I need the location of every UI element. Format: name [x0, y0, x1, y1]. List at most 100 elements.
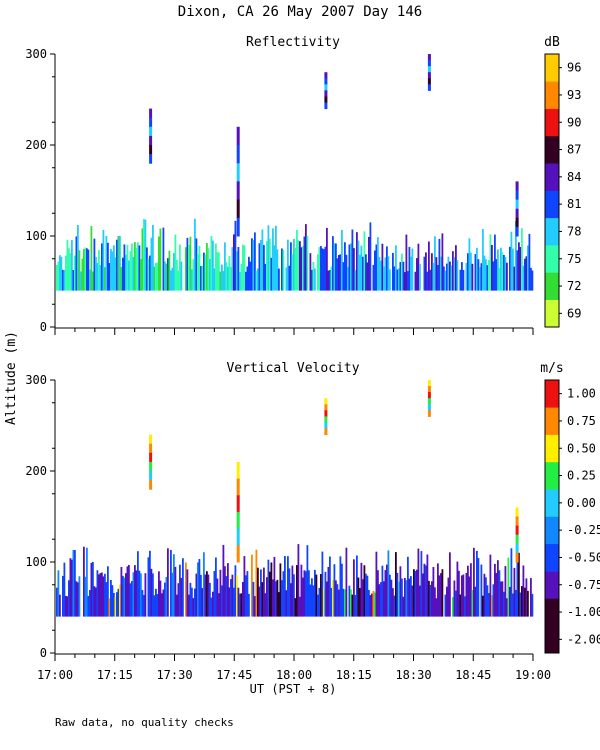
echo-column: [63, 269, 66, 291]
echo-column: [233, 234, 235, 291]
echo-column: [396, 269, 399, 291]
echo-column: [473, 547, 475, 617]
echo-column: [66, 596, 69, 617]
echo-column: [326, 227, 328, 291]
x-axis-label: UT (PST + 8): [250, 682, 337, 696]
echo-column: [338, 589, 340, 617]
echo-column: [356, 555, 358, 617]
echo-column: [237, 247, 240, 291]
echo-column: [75, 236, 78, 291]
echo-column: [335, 243, 337, 291]
echo-column: [218, 252, 220, 291]
echo-column: [209, 259, 211, 291]
echo-column: [236, 575, 238, 617]
echo-column: [441, 569, 444, 617]
echo-feature: [236, 145, 240, 164]
echo-column: [480, 263, 483, 291]
echo-column: [510, 548, 513, 617]
echo-column: [497, 560, 499, 617]
echo-column: [104, 573, 106, 617]
echo-column: [107, 566, 109, 617]
echo-column: [213, 268, 216, 291]
echo-column: [177, 583, 180, 617]
echo-column: [335, 580, 337, 617]
echo-feature: [515, 199, 519, 210]
echo-column: [84, 576, 87, 617]
echo-feature: [324, 78, 328, 85]
echo-column: [342, 588, 345, 617]
echo-column: [222, 271, 225, 291]
echo-column: [216, 578, 219, 617]
colorbar-label: 0.75: [567, 414, 596, 428]
echo-column: [294, 598, 297, 617]
echo-column: [428, 241, 430, 291]
echo-column: [417, 243, 420, 291]
echo-column: [347, 267, 349, 291]
echo-column: [203, 252, 205, 291]
echo-column: [198, 245, 201, 291]
velocity-title: Vertical Velocity: [226, 361, 359, 376]
echo-column: [126, 566, 129, 617]
echo-column: [102, 229, 105, 291]
echo-column: [384, 257, 387, 291]
echo-column: [459, 594, 462, 617]
echo-column: [272, 228, 274, 291]
echo-column: [257, 567, 259, 617]
colorbar-frame: [544, 53, 560, 328]
echo-column: [381, 565, 384, 617]
echo-column: [321, 551, 324, 617]
echo-column: [254, 232, 256, 291]
x-tick-label: 17:45: [216, 668, 252, 682]
echo-column: [332, 236, 334, 291]
echo-column: [281, 248, 283, 291]
echo-column: [429, 269, 432, 291]
echo-column: [74, 255, 76, 291]
echo-column: [365, 254, 367, 291]
echo-column: [137, 242, 139, 291]
echo-column: [159, 580, 162, 617]
colorbar-segment: [545, 108, 559, 137]
echo-feature: [236, 545, 240, 563]
echo-column: [303, 236, 306, 291]
echo-column: [215, 557, 217, 617]
echo-column: [155, 588, 157, 617]
echo-column: [470, 252, 472, 291]
velocity-colorbar: -2.00 -1.00 -0.75 -0.50 -0.25 0.00 0.25 0.50 0.7…: [544, 379, 600, 654]
echo-column: [492, 261, 495, 291]
colorbar-segment: [545, 489, 559, 517]
echo-feature: [149, 135, 153, 146]
echo-feature: [149, 480, 153, 490]
echo-column: [437, 563, 439, 617]
x-tick-label: 18:45: [455, 668, 491, 682]
echo-column: [87, 595, 90, 617]
echo-column: [386, 564, 388, 617]
echo-column: [341, 563, 343, 617]
echo-column: [515, 590, 517, 617]
echo-column: [111, 251, 114, 291]
echo-column: [129, 583, 132, 617]
echo-column: [302, 246, 304, 291]
echo-column: [333, 243, 336, 291]
echo-column: [122, 257, 124, 291]
echo-column: [476, 550, 478, 617]
echo-column: [303, 570, 306, 617]
echo-column: [179, 244, 181, 291]
echo-column: [209, 582, 211, 617]
echo-column: [524, 587, 526, 617]
echo-column: [119, 235, 121, 291]
echo-column: [128, 565, 130, 617]
echo-column: [297, 240, 300, 291]
y-tick-label: 100: [25, 229, 47, 243]
echo-column: [258, 243, 261, 291]
echo-column: [480, 564, 483, 617]
colorbar-label: 69: [567, 306, 581, 320]
echo-feature: [236, 511, 240, 530]
x-tick-label: 17:00: [37, 668, 73, 682]
colorbar-label: 0.00: [567, 496, 596, 510]
echo-column: [249, 261, 252, 291]
colorbar-segment: [545, 380, 559, 408]
echo-column: [407, 271, 409, 291]
echo-column: [521, 586, 523, 617]
echo-feature: [149, 154, 153, 164]
echo-column: [270, 257, 273, 291]
